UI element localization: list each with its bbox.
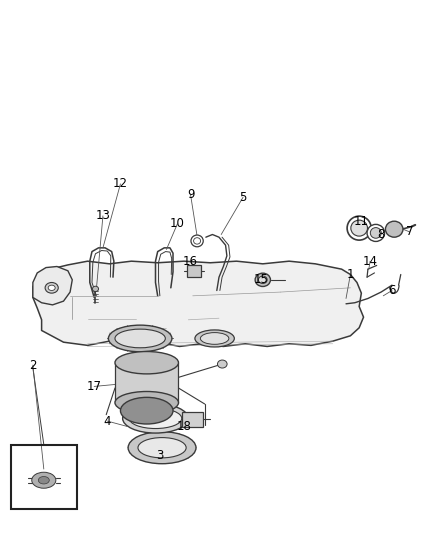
Ellipse shape [108,325,172,352]
Ellipse shape [123,404,188,433]
Polygon shape [33,266,72,305]
Ellipse shape [258,276,267,284]
Text: 18: 18 [177,420,191,433]
Ellipse shape [191,235,203,247]
Text: 3: 3 [156,449,163,462]
Bar [182,412,203,427]
Text: 14: 14 [363,255,378,268]
Ellipse shape [120,398,173,424]
Text: 13: 13 [95,209,110,222]
Ellipse shape [129,408,182,429]
Polygon shape [33,261,364,346]
Ellipse shape [194,238,201,244]
Text: 16: 16 [183,255,198,268]
Ellipse shape [92,286,99,292]
Text: 8: 8 [378,228,385,241]
Text: 10: 10 [170,217,185,230]
Ellipse shape [351,220,367,236]
Text: 6: 6 [388,284,396,297]
Ellipse shape [45,282,58,293]
Ellipse shape [138,438,186,458]
Ellipse shape [39,477,49,484]
Ellipse shape [367,224,385,241]
Bar [11,445,77,509]
Ellipse shape [200,333,229,344]
Text: 2: 2 [29,359,37,372]
Ellipse shape [385,221,403,237]
Ellipse shape [115,391,179,414]
Ellipse shape [128,432,196,464]
Text: 1: 1 [346,268,354,281]
Text: 15: 15 [253,273,268,286]
Ellipse shape [195,330,234,347]
Ellipse shape [255,273,271,287]
Ellipse shape [32,472,56,488]
Text: 17: 17 [87,380,102,393]
Text: 11: 11 [354,215,369,228]
Text: 4: 4 [103,415,111,427]
Polygon shape [115,362,179,403]
Ellipse shape [370,228,381,238]
Text: 5: 5 [240,191,247,204]
Text: 9: 9 [187,188,194,201]
Text: 7: 7 [406,225,413,238]
Text: 12: 12 [113,177,128,190]
Ellipse shape [347,216,371,240]
Bar [187,265,201,277]
Ellipse shape [48,285,55,290]
Ellipse shape [115,329,166,348]
Ellipse shape [115,352,179,374]
Ellipse shape [217,360,227,368]
